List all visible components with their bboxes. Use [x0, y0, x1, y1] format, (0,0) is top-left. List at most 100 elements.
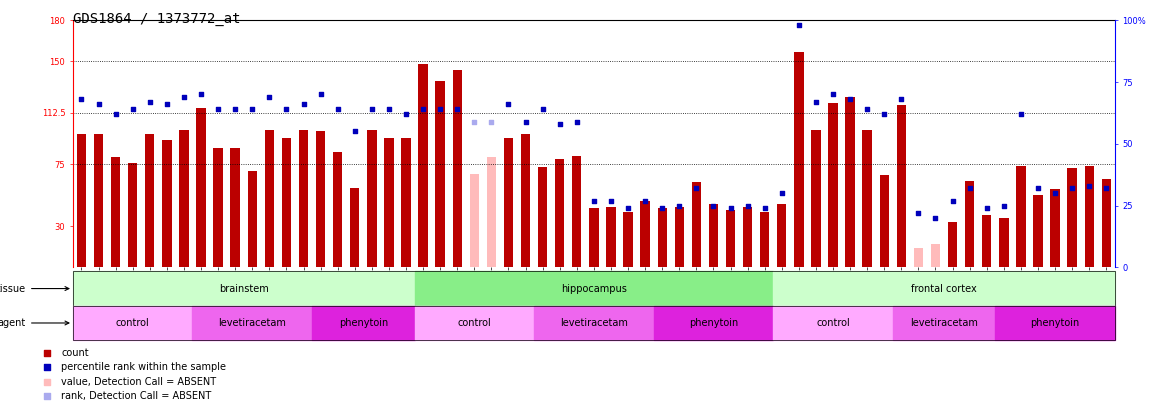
Point [38, 364, 56, 371]
Bar [162, 140, 172, 267]
Text: value, Detection Call = ABSENT: value, Detection Call = ABSENT [61, 377, 216, 387]
Point [226, 106, 245, 113]
Bar [914, 248, 923, 267]
Point [875, 111, 894, 117]
Text: phenytoin: phenytoin [339, 318, 388, 328]
Bar [282, 138, 292, 267]
Point [414, 106, 433, 113]
Bar [896, 105, 906, 267]
Point [430, 106, 449, 113]
Bar [312, 306, 414, 340]
Point [602, 197, 621, 204]
Bar [419, 64, 428, 267]
Text: phenytoin: phenytoin [1030, 318, 1080, 328]
Text: levetiracetam: levetiracetam [910, 318, 978, 328]
Bar [654, 306, 774, 340]
Point [278, 106, 296, 113]
Bar [94, 134, 103, 267]
Bar [589, 208, 599, 267]
Bar [453, 70, 462, 267]
Point [636, 197, 655, 204]
Point [448, 106, 467, 113]
Bar [846, 97, 855, 267]
Point [362, 106, 381, 113]
Bar [521, 134, 530, 267]
Text: control: control [457, 318, 492, 328]
Point [789, 22, 808, 28]
Bar [774, 271, 1115, 306]
Point [1045, 190, 1064, 196]
Point [38, 350, 56, 356]
Bar [657, 208, 667, 267]
Bar [213, 148, 222, 267]
Text: frontal cortex: frontal cortex [911, 284, 977, 294]
Bar [73, 271, 414, 306]
Text: hippocampus: hippocampus [561, 284, 627, 294]
Bar [623, 212, 633, 267]
Point [961, 185, 980, 192]
Bar [1050, 189, 1060, 267]
Bar [435, 81, 445, 267]
Text: agent: agent [0, 318, 69, 328]
Bar [948, 222, 957, 267]
Point [653, 205, 671, 211]
Bar [862, 130, 871, 267]
Bar [930, 244, 940, 267]
Point [38, 378, 56, 385]
Point [1080, 183, 1098, 189]
Bar [743, 207, 753, 267]
Point [260, 94, 279, 100]
Bar [350, 188, 360, 267]
Bar [487, 158, 496, 267]
Point [1063, 185, 1082, 192]
Bar [555, 159, 564, 267]
Point [943, 197, 962, 204]
Point [926, 215, 944, 221]
Point [807, 98, 826, 105]
Bar [811, 130, 821, 267]
Point [1097, 185, 1116, 192]
Bar [367, 130, 376, 267]
Bar [1016, 166, 1025, 267]
Point [346, 128, 365, 134]
Point [499, 101, 517, 107]
Point [550, 121, 569, 127]
Bar [1102, 179, 1111, 267]
Text: GDS1864 / 1373772_at: GDS1864 / 1373772_at [73, 12, 240, 26]
Point [312, 91, 330, 98]
Bar [1068, 168, 1077, 267]
Point [72, 96, 91, 102]
Bar [1000, 218, 1009, 267]
Text: levetiracetam: levetiracetam [219, 318, 286, 328]
Point [328, 106, 347, 113]
Bar [691, 182, 701, 267]
Bar [774, 306, 893, 340]
Point [396, 111, 415, 117]
Bar [401, 138, 410, 267]
Point [140, 98, 159, 105]
Bar [760, 212, 769, 267]
Bar [794, 52, 803, 267]
Bar [73, 306, 193, 340]
Text: control: control [816, 318, 850, 328]
Bar [193, 306, 312, 340]
Point [841, 96, 860, 102]
Point [106, 111, 125, 117]
Point [533, 106, 552, 113]
Point [243, 106, 262, 113]
Point [482, 118, 501, 125]
Point [584, 197, 603, 204]
Point [158, 101, 176, 107]
Bar [469, 174, 479, 267]
Bar [230, 148, 240, 267]
Bar [675, 207, 684, 267]
Bar [537, 167, 547, 267]
Point [619, 205, 637, 211]
Point [687, 185, 706, 192]
Bar [333, 152, 342, 267]
Text: percentile rank within the sample: percentile rank within the sample [61, 362, 226, 373]
Bar [299, 130, 308, 267]
Bar [965, 181, 975, 267]
Point [977, 205, 996, 211]
Point [192, 91, 211, 98]
